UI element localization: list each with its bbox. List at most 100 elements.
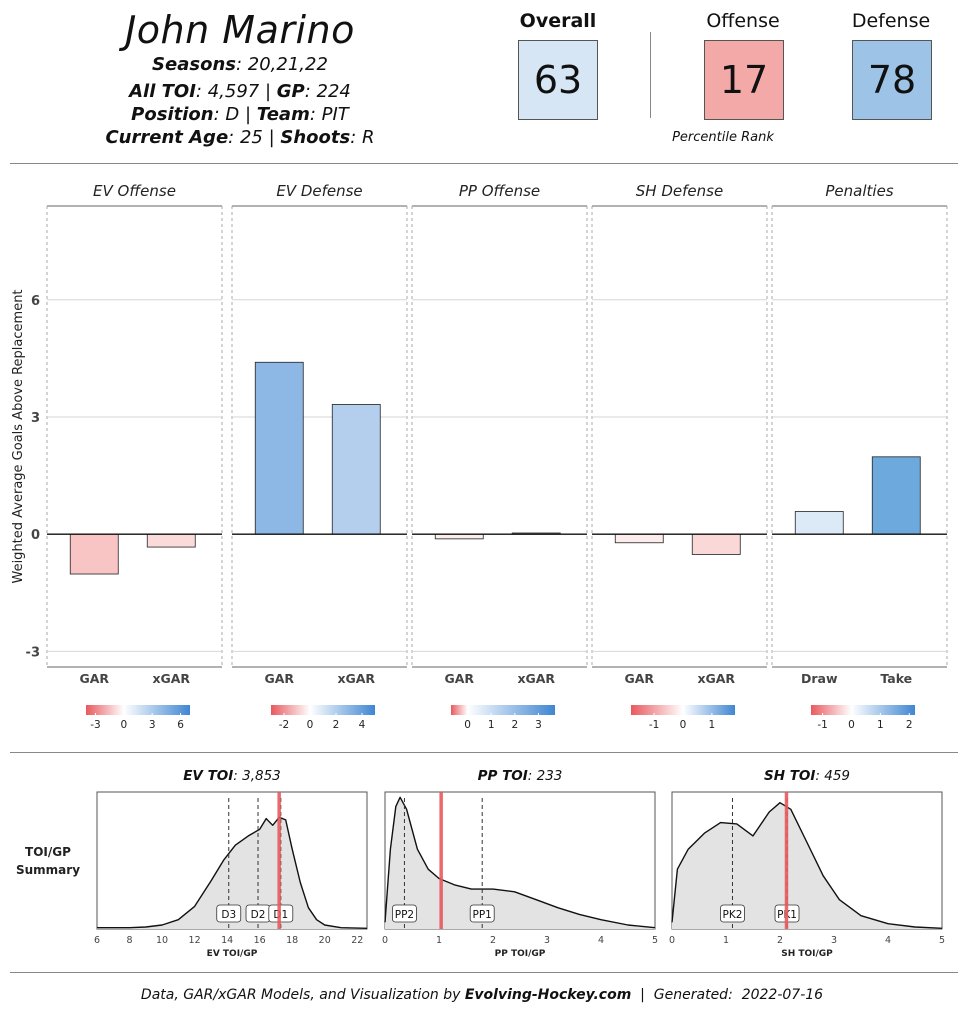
gar-panel-1: EV Defense GAR xGAR -2 0 2 4 — [231, 182, 408, 731]
bar-1-1 — [331, 404, 381, 535]
toi-xlabel-1: PP TOI/GP — [495, 949, 546, 959]
toi-x-tick-0-4: 14 — [221, 935, 233, 946]
legend-bar-1 — [271, 705, 375, 715]
legend-tick-label-1-0: -2 — [279, 719, 289, 731]
bar-4-1 — [871, 456, 921, 535]
legend-tick-label-0-1: 0 — [120, 719, 127, 731]
legend-tick-label-1-1: 0 — [307, 719, 314, 731]
legend-tick-label-0-3: 6 — [177, 719, 184, 731]
toi-x-tick-0-8: 22 — [351, 935, 363, 946]
toi-x-tick-1-3: 3 — [544, 935, 550, 946]
toi-title-value-1: 233 — [537, 768, 563, 784]
gar-panel-0: EV Offense GAR xGAR -3 0 3 6 — [46, 182, 223, 731]
x-tick-label-2-0: GAR — [444, 671, 474, 686]
team-value: PIT — [321, 104, 349, 125]
bar-3-0 — [614, 533, 664, 544]
x-tick-label-4-1: Take — [880, 671, 912, 686]
age-value: 25 — [239, 127, 263, 148]
toi-panel-1: PP TOI: 233 PP2 PP1 0 1 2 3 4 5 PP TOI/GP — [382, 768, 658, 959]
bar-1-0 — [254, 361, 304, 535]
ratings-divider — [650, 32, 651, 118]
x-tick-label-1-1: xGAR — [337, 671, 375, 686]
marker-label-0-0: D3 — [221, 909, 236, 921]
panel-title-1: EV Defense — [276, 182, 362, 200]
marker-label-2-0: PK2 — [723, 909, 743, 921]
gar-panel-3: SH Defense GAR xGAR -1 0 1 — [591, 182, 768, 731]
toi-x-tick-1-2: 2 — [490, 935, 496, 946]
y-tick-label-2: 3 — [31, 411, 40, 426]
legend-tick-label-3-0: -1 — [649, 719, 659, 731]
footer-date: 2022-07-16 — [741, 987, 824, 1003]
legend-tick-label-3-2: 1 — [709, 719, 716, 731]
gp-label: GP — [276, 81, 305, 102]
bar-0-0 — [69, 533, 119, 575]
toi-x-tick-1-0: 0 — [382, 935, 388, 946]
x-tick-label-4-0: Draw — [801, 671, 838, 686]
gar-panel-2: PP Offense GAR xGAR 0 1 2 3 — [411, 182, 588, 731]
density-area-1 — [385, 797, 655, 929]
toi-xlabel-0: EV TOI/GP — [207, 949, 258, 959]
defense-label: Defense — [851, 10, 931, 32]
x-tick-label-0-1: xGAR — [152, 671, 190, 686]
toi-x-tick-0-5: 16 — [254, 935, 266, 946]
bottom-divider — [10, 972, 958, 973]
y-tick-label-0: -3 — [26, 645, 40, 660]
toi-label: All TOI — [129, 81, 196, 102]
marker-box-0-0 — [216, 904, 242, 923]
bar-4-0 — [794, 511, 844, 535]
legend-tick-label-2-1: 1 — [488, 719, 495, 731]
seasons-line: Seasons: 20,21,22 — [152, 54, 328, 75]
x-tick-label-1-0: GAR — [264, 671, 294, 686]
toi-x-tick-2-4: 4 — [885, 935, 891, 946]
percentile-rank-label: Percentile Rank — [672, 130, 774, 145]
y-axis-label: Weighted Average Goals Above Replacement — [11, 289, 26, 583]
toi-title-label-1: PP TOI — [478, 768, 528, 784]
toi-x-tick-2-0: 0 — [669, 935, 675, 946]
footer-brand: Evolving-Hockey.com — [464, 987, 632, 1003]
bar-0-1 — [146, 533, 196, 548]
legend-tick-label-0-2: 3 — [149, 719, 156, 731]
toi-x-tick-1-5: 5 — [652, 935, 658, 946]
toi-x-tick-1-1: 1 — [436, 935, 442, 946]
panel-title-3: SH Defense — [636, 182, 723, 200]
toi-title-colon-0: : — [233, 768, 242, 784]
team-label: Team — [256, 104, 310, 125]
offense-label: Offense — [706, 10, 780, 32]
toi-x-tick-0-6: 18 — [286, 935, 298, 946]
legend-tick-label-4-2: 1 — [877, 719, 884, 731]
shoots-label: Shoots — [280, 127, 351, 148]
toi-title-2: SH TOI: 459 — [764, 768, 850, 784]
toi-value: 4,597 — [207, 81, 260, 102]
marker-label-1-1: PP1 — [473, 909, 492, 921]
density-line-2 — [671, 802, 943, 929]
shoots-value: R — [362, 127, 375, 148]
legend-tick-label-2-0: 0 — [464, 719, 471, 731]
toi-x-tick-1-4: 4 — [598, 935, 604, 946]
toi-title-value-2: 459 — [824, 768, 850, 784]
legend-tick-label-3-1: 0 — [680, 719, 687, 731]
marker-label-1-0: PP2 — [395, 909, 414, 921]
toi-line: All TOI: 4,597 | GP: 224 — [129, 81, 351, 102]
toi-x-tick-2-2: 2 — [777, 935, 783, 946]
seasons-value: 20,21,22 — [247, 54, 328, 75]
legend-bar-2 — [451, 705, 555, 715]
marker-box-1-1 — [469, 904, 495, 923]
toi-x-tick-0-2: 10 — [156, 935, 168, 946]
marker-box-1-0 — [392, 904, 417, 923]
panel-title-2: PP Offense — [459, 182, 540, 200]
density-line-1 — [384, 796, 656, 929]
marker-box-2-0 — [720, 904, 745, 923]
x-tick-label-3-1: xGAR — [697, 671, 735, 686]
legend-tick-label-4-1: 0 — [848, 719, 855, 731]
toi-x-tick-0-7: 20 — [319, 935, 331, 946]
legend-bar-0 — [86, 705, 190, 715]
toi-title-label-2: SH TOI — [764, 768, 815, 784]
x-tick-label-0-0: GAR — [79, 671, 109, 686]
y-tick-label-1: 0 — [31, 528, 40, 543]
bar-3-1 — [691, 533, 741, 555]
gar-panel-4: Penalties Draw Take -1 0 1 2 — [771, 182, 948, 731]
offense-rating-box: 17 — [704, 40, 784, 120]
toi-title-colon-2: : — [815, 768, 824, 784]
toi-panel-0: EV TOI: 3,853D3D2D16810121416182022EV TO… — [94, 768, 368, 959]
